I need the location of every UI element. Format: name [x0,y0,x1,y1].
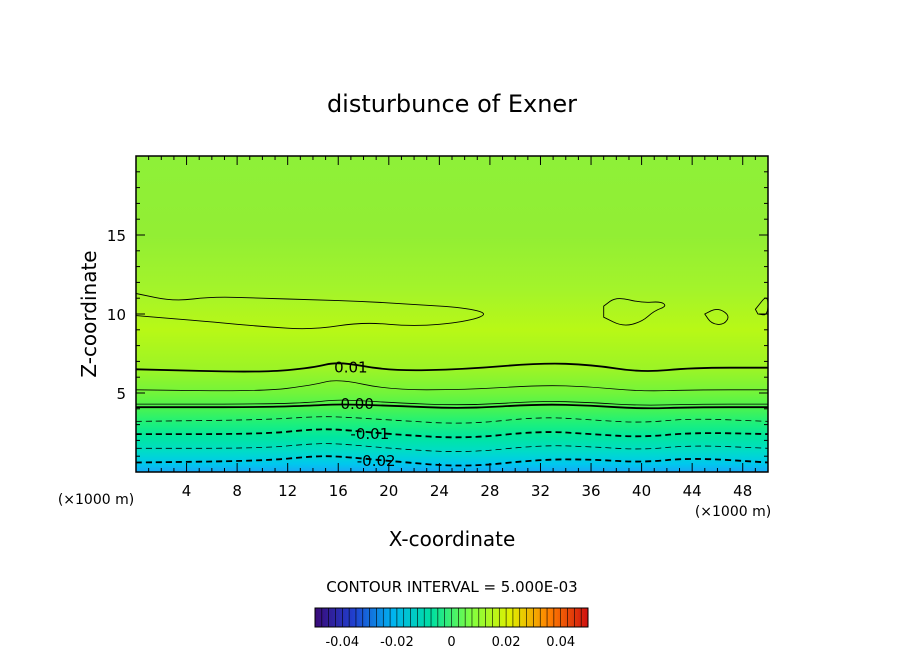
contour-line [136,455,768,467]
contour-line [136,428,768,439]
contour-line [136,443,768,452]
y-axis-label: Z-coordinate [77,250,101,377]
x-tick-label: 32 [531,482,550,500]
x-tick-label: 40 [632,482,651,500]
x-tick-label: 8 [232,482,242,500]
x-tick-label: 20 [379,482,398,500]
colorbar-tick-label: 0.04 [546,635,575,650]
x-tick-label: 36 [581,482,600,500]
contour-line [136,399,768,406]
colorbar: -0.04 -0.02 0 0.02 0.04 [314,607,589,650]
contour-label: -0.02 [357,452,396,470]
y-tick-label: 5 [116,385,126,403]
chart-title: disturbunce of Exner [327,90,577,118]
plot-area: 0.01 0.00 -0.01 -0.02 [135,155,769,473]
contour-interval-text: CONTOUR INTERVAL = 5.000E-03 [326,578,577,596]
x-tick-label: 28 [480,482,499,500]
colorbar-tick-label: -0.04 [325,635,359,650]
contour-label: -0.01 [350,425,389,443]
colorbar-tick-label: 0.02 [492,635,521,650]
x-tick-labels: 4 8 12 16 20 24 28 32 36 40 44 48 [182,482,752,500]
contour-label: 0.01 [334,359,367,377]
axis-ticks [136,156,768,472]
field-fill [136,156,768,472]
contour-line [136,380,768,392]
y-tick-labels: 5 10 15 [107,227,126,403]
x-axis-label: X-coordinate [389,527,516,551]
contour-blob [704,309,729,325]
contour-line [136,403,768,410]
x-tick-label: 16 [329,482,348,500]
upper-contour-line [136,293,485,330]
contour-line [136,362,768,373]
colorbar-tick-labels: -0.04 -0.02 0 0.02 0.04 [325,635,575,650]
x-tick-label: 48 [733,482,752,500]
contour-lines [136,293,768,467]
x-unit-label-right: (×1000 m) [695,504,771,520]
contour-label: 0.00 [340,395,373,413]
colorbar-tick-label: -0.02 [380,635,414,650]
colorbar-tick-label: 0 [447,635,455,650]
x-unit-label-left: (×1000 m) [58,492,134,508]
x-tick-label: 12 [278,482,297,500]
colorbar-stripes [314,608,589,627]
contour-labels: 0.01 0.00 -0.01 -0.02 [334,359,396,470]
y-tick-label: 15 [107,227,126,245]
contour-blob [603,298,666,326]
y-tick-label: 10 [107,306,126,324]
x-tick-label: 4 [182,482,192,500]
x-tick-label: 24 [430,482,449,500]
contour-line [136,416,768,424]
x-tick-label: 44 [683,482,702,500]
